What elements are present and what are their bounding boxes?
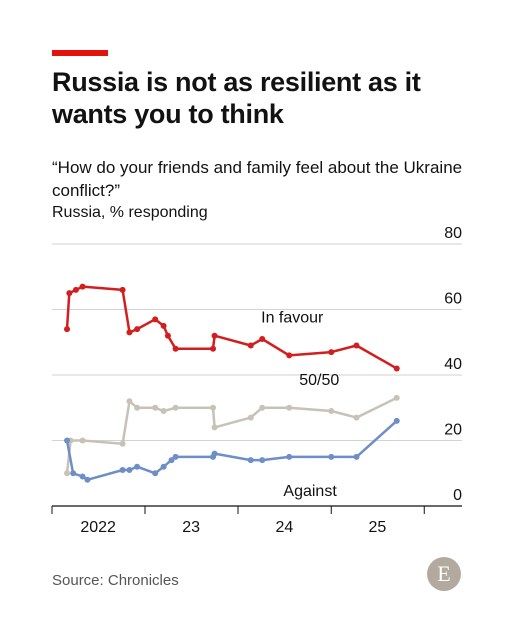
data-point-against xyxy=(259,457,266,464)
data-point-in-favour xyxy=(72,286,79,293)
series-label: In favour xyxy=(261,310,324,327)
data-point-50-50 xyxy=(64,470,71,477)
economist-logo: E xyxy=(427,557,461,591)
series-label: Against xyxy=(283,483,337,500)
data-point-against xyxy=(353,453,360,460)
y-tick-label: 60 xyxy=(444,291,462,308)
x-tick-label: 23 xyxy=(182,519,200,536)
data-point-against xyxy=(79,473,86,480)
x-tick-label: 25 xyxy=(368,519,386,536)
data-point-in-favour xyxy=(152,316,159,323)
data-point-in-favour xyxy=(79,283,86,290)
data-point-50-50 xyxy=(211,424,218,431)
y-tick-label: 40 xyxy=(444,356,462,373)
data-point-in-favour xyxy=(286,352,293,359)
data-point-against xyxy=(134,463,141,470)
data-point-in-favour xyxy=(134,326,141,333)
data-point-50-50 xyxy=(126,398,133,405)
data-point-50-50 xyxy=(210,404,217,411)
data-point-50-50 xyxy=(328,408,335,415)
series-line-against xyxy=(65,419,398,482)
data-point-in-favour xyxy=(353,342,360,349)
series-label: 50/50 xyxy=(299,372,339,389)
data-point-in-favour xyxy=(210,345,217,352)
chart-title: Russia is not as resilient as it wants y… xyxy=(52,67,421,129)
data-point-against xyxy=(152,470,159,477)
data-point-in-favour xyxy=(126,329,133,336)
data-point-50-50 xyxy=(353,414,360,421)
data-point-in-favour xyxy=(164,332,171,339)
data-point-against xyxy=(286,453,293,460)
x-tick-label: 24 xyxy=(275,519,293,536)
data-point-50-50 xyxy=(393,394,400,401)
data-point-against xyxy=(84,476,91,483)
chart-subtitle: “How do your friends and family feel abo… xyxy=(52,158,463,200)
data-point-against xyxy=(126,466,133,473)
data-point-50-50 xyxy=(172,404,179,411)
data-point-in-favour xyxy=(328,349,335,356)
data-point-50-50 xyxy=(79,437,86,444)
data-point-50-50 xyxy=(247,414,254,421)
y-tick-label: 0 xyxy=(453,487,462,504)
data-point-in-favour xyxy=(259,335,266,342)
data-point-against xyxy=(247,457,254,464)
accent-bar xyxy=(52,50,108,56)
data-point-in-favour xyxy=(211,332,218,339)
x-tick-label: 2022 xyxy=(80,519,116,536)
y-tick-label: 80 xyxy=(444,225,462,242)
data-point-50-50 xyxy=(152,404,159,411)
series-line-in-favour xyxy=(65,285,398,370)
data-point-50-50 xyxy=(286,404,293,411)
data-point-against xyxy=(211,450,218,457)
data-point-in-favour xyxy=(64,326,71,333)
data-point-in-favour xyxy=(247,342,254,349)
data-point-against xyxy=(168,457,175,464)
data-point-50-50 xyxy=(160,408,167,415)
data-point-against xyxy=(172,453,179,460)
data-point-against xyxy=(64,437,71,444)
data-point-in-favour xyxy=(172,345,179,352)
source-note: Source: Chronicles xyxy=(52,572,179,589)
data-point-against xyxy=(119,466,126,473)
data-point-in-favour xyxy=(393,365,400,372)
data-point-against xyxy=(160,463,167,470)
data-point-50-50 xyxy=(134,404,141,411)
data-point-against xyxy=(328,453,335,460)
data-point-50-50 xyxy=(259,404,266,411)
data-point-50-50 xyxy=(119,440,126,447)
data-point-in-favour xyxy=(160,322,167,329)
data-point-in-favour xyxy=(66,290,73,297)
data-point-against xyxy=(70,470,77,477)
data-point-in-favour xyxy=(119,286,126,293)
chart-unit-label: Russia, % responding xyxy=(52,204,208,221)
y-tick-label: 20 xyxy=(444,422,462,439)
data-point-against xyxy=(393,417,400,424)
series-line-50-50 xyxy=(65,396,398,475)
